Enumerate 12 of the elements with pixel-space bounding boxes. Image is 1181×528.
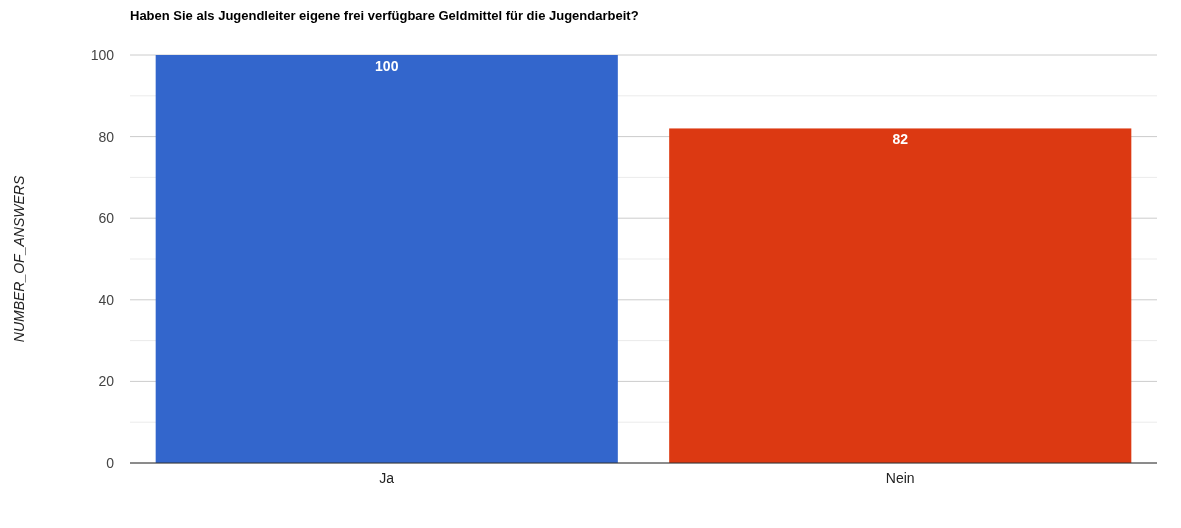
data-label: 82 [892, 131, 909, 148]
chart-title: Haben Sie als Jugendleiter eigene frei verfügbare Geldmittel für die Jugendarbeit? [130, 8, 639, 23]
x-tick-label: Nein [885, 470, 915, 486]
x-tick-label: Ja [379, 470, 395, 486]
y-tick-label: 20 [98, 373, 115, 390]
y-tick-label: 100 [90, 46, 115, 63]
y-tick-label: 80 [98, 128, 115, 145]
y-tick-label: 40 [98, 291, 115, 308]
y-tick-label: 60 [98, 210, 115, 227]
data-label: 100 [375, 58, 399, 74]
y-tick-label: 0 [106, 454, 115, 471]
y-axis-title: NUMBER_OF_ANSWERS [11, 175, 27, 343]
